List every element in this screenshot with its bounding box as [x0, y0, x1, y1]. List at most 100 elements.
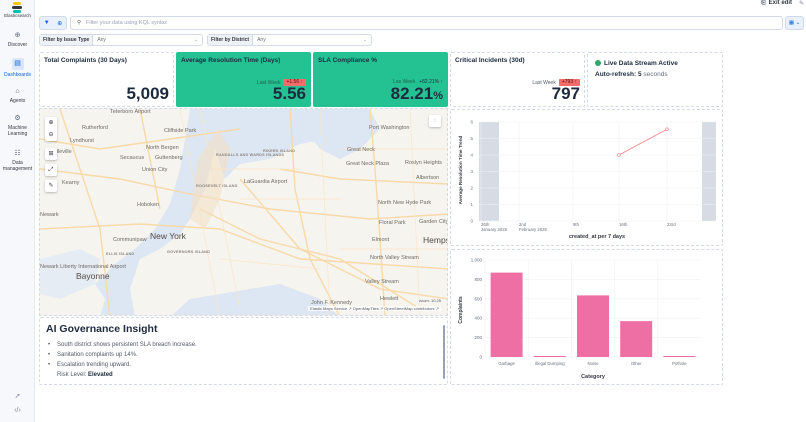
brand-label: Elasticsearch [4, 13, 31, 18]
insight-item: Sanitation complaints up 14%. [46, 350, 197, 360]
svg-text:January 2026: January 2026 [481, 227, 508, 232]
map-place-label: Great Neck [347, 147, 375, 153]
delta-badge: +82.21% ↑ [419, 79, 443, 85]
metric-critical-incidents: Critical Incidents (30d) Last Week +793 … [450, 52, 585, 107]
map-place-label: Newark [40, 212, 59, 218]
map-place-label: Hewlett [380, 296, 399, 302]
map-fit-button[interactable]: ⤢ [45, 164, 57, 176]
edit-pencil-icon[interactable]: ✎ [798, 1, 804, 7]
map-place-label: New York [150, 231, 186, 241]
svg-text:Illegal Dumping: Illegal Dumping [535, 361, 565, 366]
map-zoom-level: zoom: 10.25 [418, 298, 441, 303]
metric-title: SLA Compliance % [318, 57, 377, 64]
map-zoom-controls: ⊕ ⊖ [45, 117, 57, 141]
sidebar-item-dashboards[interactable]: ▤ Dashboards [0, 58, 35, 78]
live-stream-panel: Live Data Stream Active Auto-refresh: 5 … [587, 52, 723, 107]
sidebar-item-label: Machine Learning [7, 125, 28, 137]
map-panel[interactable]: Teterboro Airport Rutherford Lyndhurst Clif… [39, 108, 448, 316]
status-dot-icon [595, 60, 601, 66]
bar-chart-canvas[interactable]: 0 200 400 600 800 1,000 Garbage Illegal Dumping… [451, 250, 724, 386]
sidebar-item-label: Discover [7, 42, 28, 48]
map-place-label: Teterboro Airport [110, 109, 151, 115]
svg-text:Other: Other [631, 361, 642, 366]
svg-text:0: 0 [470, 219, 473, 224]
add-filter-icon[interactable]: ⊕ [57, 20, 63, 27]
scrollbar[interactable] [443, 325, 445, 379]
map-place-label: Bayonne [76, 271, 110, 281]
exit-icon: ⎘ [760, 0, 766, 6]
delta-badge: +793 ↑ [558, 79, 580, 86]
map-place-label: Newark Liberty International Airport [40, 264, 126, 270]
map-place-label: Kearny [62, 180, 80, 186]
metric-value-number: 82.21 [390, 84, 434, 103]
dashboard-icon: ▤ [11, 58, 24, 70]
database-icon: ☷ [14, 150, 21, 157]
issue-type-filter[interactable]: Filter by Issue Type Any ⌄ [39, 34, 203, 46]
resolution-trend-chart: 0 1 2 3 4 5 6 26th January 2026 2nd February 2026 9… [450, 109, 723, 246]
map-place-label: Great Neck Plaza [346, 161, 390, 167]
map-tools-button[interactable]: ✎ [45, 180, 57, 192]
map-place-label: GOVERNORS ISLAND [167, 250, 211, 254]
metric-comparison: Last Week +793 ↑ [532, 79, 580, 86]
wrench-icon: ✎ [48, 183, 54, 189]
svg-text:Category: Category [581, 374, 606, 380]
map-grid-button[interactable]: ⊞ [45, 148, 57, 160]
map-canvas[interactable] [40, 109, 448, 316]
issue-type-filter-value: Any [97, 37, 106, 43]
svg-text:800: 800 [474, 277, 482, 282]
risk-label: Risk Level: [57, 372, 87, 378]
robot-icon: ⌂ [15, 88, 20, 95]
insight-item: South district shows persistent SLA brea… [46, 340, 197, 350]
metric-value: 82.21% [391, 84, 443, 104]
map-place-label: North Valley Stream [370, 255, 419, 261]
map-place-label: Belleville [50, 149, 72, 155]
map-place-label: Hempstead [423, 235, 447, 245]
zoom-out-icon[interactable]: ⊖ [48, 132, 54, 138]
filter-icon[interactable]: ▼ [43, 20, 50, 26]
delta-badge: +1.56 ↑ [283, 79, 306, 86]
exit-edit-label: Exit edit [768, 0, 792, 6]
expand-icon: ⤢ [48, 167, 54, 173]
query-buttons: ▼ ⊕ [39, 16, 67, 30]
svg-text:2: 2 [470, 186, 473, 191]
chevron-down-icon: ⌄ [795, 20, 801, 26]
map-place-label: Guttenberg [155, 155, 183, 161]
sidebar-item-label: Data management [2, 160, 33, 172]
risk-level: Risk Level: Elevated [57, 372, 113, 378]
metric-comparison: Last Week +1.56 ↑ [257, 79, 306, 86]
svg-text:Complaints: Complaints [458, 296, 464, 323]
rocket-icon[interactable]: ➚ [14, 393, 21, 400]
date-picker-button[interactable]: ▦ ⌄ [785, 16, 804, 30]
query-bar: ▼ ⊕ ⚲ Filter your data using KQL syntax [39, 16, 783, 30]
svg-text:Noise: Noise [588, 361, 600, 366]
svg-text:Garbage: Garbage [498, 361, 515, 366]
map-place-label: John F. Kennedy [311, 300, 352, 306]
map-attribution[interactable]: Elastic Maps Service ↗ OpenMapTiles ↗ Op… [308, 306, 441, 311]
zoom-in-icon[interactable]: ⊕ [48, 120, 54, 126]
map-place-label: Garden City [419, 219, 448, 225]
elastic-logo-icon[interactable] [10, 2, 24, 14]
complaints-by-category-chart: 0 200 400 600 800 1,000 Garbage Illegal Dumping… [450, 249, 723, 385]
metric-total-complaints: Total Complaints (30 Days) 5,009 [39, 52, 174, 107]
metric-comparison: Las Week +82.21% ↑ [393, 79, 443, 85]
svg-text:4: 4 [470, 153, 473, 158]
metric-value: 5,009 [126, 84, 169, 103]
district-filter[interactable]: Filter by District Any ⌄ [207, 34, 372, 46]
sidebar-item-data-management[interactable]: ☷ Data management [0, 149, 35, 172]
metric-title: Average Resolution Time (Days) [181, 57, 281, 64]
metric-average-resolution-time: Average Resolution Time (Days) Last Week… [176, 52, 311, 107]
sidebar-item-discover[interactable]: ⊕ Discover [0, 31, 35, 48]
svg-text:Average Resolution Time Trend: Average Resolution Time Trend [458, 135, 463, 204]
sidebar-item-agents[interactable]: ⌂ Agents [0, 87, 35, 104]
svg-text:6: 6 [470, 120, 473, 125]
refresh-unit: seconds [643, 71, 668, 78]
sidebar-item-label: Dashboards [4, 72, 31, 78]
map-place-label: Roslyn Heights [405, 160, 442, 166]
exit-edit-button[interactable]: ⎘ Exit edit [761, 0, 792, 7]
sidebar-item-machine-learning[interactable]: ⚙ Machine Learning [0, 114, 35, 137]
kql-search-input[interactable]: ⚲ Filter your data using KQL syntax [70, 16, 783, 30]
code-icon[interactable]: ‹/› [14, 407, 21, 414]
svg-text:200: 200 [474, 335, 482, 340]
svg-text:23rd: 23rd [667, 222, 676, 227]
